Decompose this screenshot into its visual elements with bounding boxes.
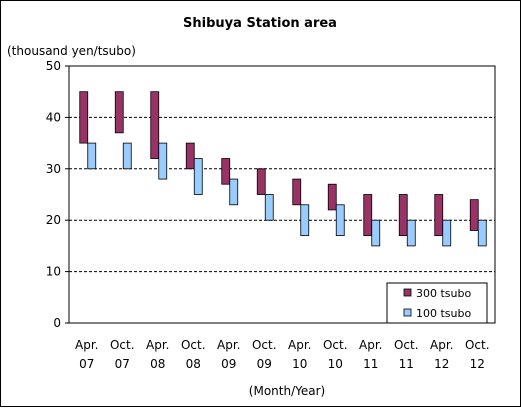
- x-tick-label: Oct.: [110, 338, 135, 352]
- x-tick-label: Apr.: [75, 338, 98, 352]
- legend-label-300-tsubo: 300 tsubo: [416, 287, 471, 300]
- bar-300-tsubo: [469, 199, 479, 231]
- x-tick-label: Apr.: [288, 338, 311, 352]
- x-tick-label: Oct.: [323, 338, 348, 352]
- bar-100-tsubo: [264, 194, 274, 221]
- bar-300-tsubo: [150, 91, 160, 159]
- bar-300-tsubo: [185, 142, 195, 170]
- y-axis-ticks: 0 10 20 30 40 50: [46, 59, 69, 330]
- bar-marks: [79, 91, 487, 247]
- x-tick-label: 11: [363, 357, 378, 371]
- bar-300-tsubo: [327, 183, 337, 211]
- legend-swatch-100-tsubo: [403, 308, 412, 317]
- bar-100-tsubo: [300, 204, 310, 237]
- bar-300-tsubo: [363, 194, 373, 237]
- y-tick-label: 40: [46, 110, 61, 124]
- y-tick-label: 20: [46, 213, 61, 227]
- legend: 300 tsubo 100 tsubo: [386, 282, 488, 324]
- bar-100-tsubo: [406, 219, 416, 247]
- x-tick-label: Oct.: [181, 338, 206, 352]
- bar-100-tsubo: [193, 158, 203, 195]
- y-tick-label: 10: [46, 265, 61, 279]
- x-tick-label: 10: [328, 357, 343, 371]
- x-tick-label: 08: [186, 357, 201, 371]
- bar-300-tsubo: [398, 194, 408, 237]
- x-tick-label: 07: [115, 357, 130, 371]
- bar-100-tsubo: [371, 219, 381, 247]
- bar-100-tsubo: [477, 219, 487, 247]
- x-tick-label: 09: [221, 357, 236, 371]
- x-tick-label: Oct.: [465, 338, 490, 352]
- x-tick-label: 12: [434, 357, 449, 371]
- x-axis-label: (Month/Year): [249, 384, 325, 398]
- x-tick-label: 07: [79, 357, 94, 371]
- y-tick-label: 0: [53, 316, 61, 330]
- x-tick-label: Apr.: [430, 338, 453, 352]
- bar-100-tsubo: [335, 204, 345, 237]
- bar-300-tsubo: [292, 178, 302, 206]
- bar-300-tsubo: [434, 194, 444, 237]
- x-tick-label: Oct.: [394, 338, 419, 352]
- y-tick-label: 50: [46, 59, 61, 73]
- x-tick-label: 12: [470, 357, 485, 371]
- bar-300-tsubo: [114, 91, 124, 134]
- bar-300-tsubo: [79, 91, 89, 144]
- grid-lines: [69, 116, 495, 273]
- bar-100-tsubo: [87, 142, 97, 170]
- bar-100-tsubo: [442, 219, 452, 247]
- x-tick-label: Apr.: [217, 338, 240, 352]
- x-tick-label: Apr.: [359, 338, 382, 352]
- y-axis-label: (thousand yen/tsubo): [7, 44, 136, 58]
- legend-swatch-300-tsubo: [403, 288, 412, 297]
- plot-area: [68, 65, 496, 324]
- bar-300-tsubo: [221, 158, 231, 185]
- bar-100-tsubo: [122, 142, 132, 170]
- x-tick-label: Oct.: [252, 338, 277, 352]
- x-tick-label: 10: [292, 357, 307, 371]
- bar-100-tsubo: [229, 178, 239, 206]
- bar-300-tsubo: [256, 168, 266, 195]
- x-axis-ticks: Apr. 07 Oct. 07 Apr. 08 Oct. 08 Apr. 09 Oct. 09 Apr.…: [75, 338, 490, 371]
- y-tick-label: 30: [46, 162, 61, 176]
- x-tick-label: 11: [399, 357, 414, 371]
- bar-100-tsubo: [158, 142, 168, 180]
- x-tick-label: 08: [150, 357, 165, 371]
- legend-label-100-tsubo: 100 tsubo: [416, 307, 471, 320]
- x-tick-label: 09: [257, 357, 272, 371]
- x-tick-label: Apr.: [146, 338, 169, 352]
- chart-title: Shibuya Station area: [183, 16, 337, 31]
